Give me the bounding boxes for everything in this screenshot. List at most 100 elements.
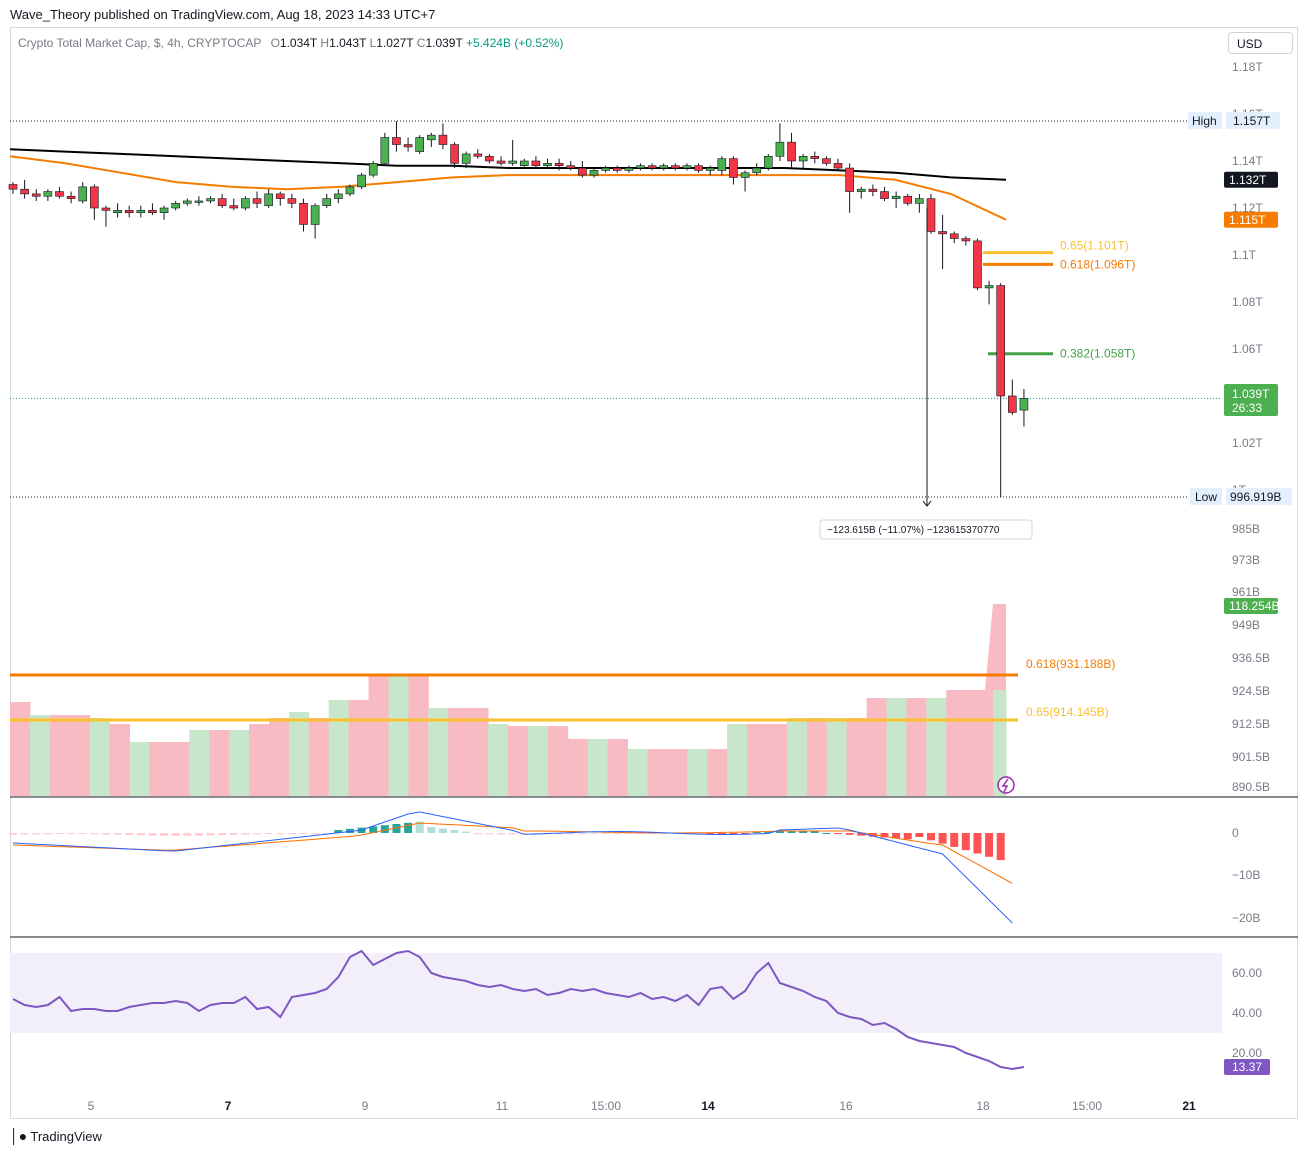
candle-body bbox=[217, 198, 227, 206]
volume-tick-label: 901.5B bbox=[1232, 750, 1270, 764]
candle-body bbox=[554, 163, 564, 167]
candle-body bbox=[519, 160, 529, 166]
macd-histogram-bar bbox=[473, 833, 482, 835]
macd-histogram-bar bbox=[985, 833, 994, 857]
macd-histogram-bar bbox=[287, 833, 296, 835]
time-axis-label: 15:00 bbox=[591, 1099, 621, 1113]
low-value: 996.919B bbox=[1230, 490, 1281, 504]
profile-bar bbox=[766, 724, 788, 796]
symbol-name[interactable]: Crypto Total Market Cap, $, 4h, CRYPTOCA… bbox=[18, 36, 262, 50]
macd-histogram-bar bbox=[961, 833, 970, 851]
candle-body bbox=[43, 191, 53, 197]
profile-bar bbox=[488, 724, 509, 796]
rsi-band bbox=[10, 953, 1222, 1033]
macd-histogram-bar bbox=[9, 833, 17, 835]
macd-histogram-bar bbox=[624, 833, 633, 834]
macd-histogram-bar bbox=[415, 821, 424, 833]
macd-histogram-bar bbox=[950, 833, 959, 847]
macd-histogram-bar bbox=[101, 833, 110, 835]
macd-histogram-bar bbox=[299, 833, 308, 835]
macd-histogram-bar bbox=[264, 833, 273, 835]
low-value-bg bbox=[1226, 488, 1292, 506]
candle-body bbox=[380, 137, 390, 164]
volume-value-badge-bg bbox=[1224, 598, 1278, 614]
profile-bar bbox=[29, 715, 51, 796]
publisher-line: Wave_Theory published on TradingView.com… bbox=[10, 7, 436, 22]
macd-histogram-bar bbox=[241, 833, 250, 835]
candle-body bbox=[124, 210, 134, 214]
macd-histogram-bar bbox=[438, 828, 447, 833]
profile-bar bbox=[149, 742, 170, 796]
candle-body bbox=[787, 141, 796, 162]
macd-histogram-bar bbox=[926, 833, 935, 841]
currency-button[interactable]: USD bbox=[1228, 32, 1293, 54]
candle-body bbox=[1019, 398, 1029, 411]
candle-body bbox=[461, 153, 471, 164]
tradingview-footer[interactable]: │● TradingView bbox=[10, 1128, 102, 1144]
macd-histogram-bar bbox=[752, 831, 761, 833]
macd-histogram-bar bbox=[485, 833, 494, 835]
profile-bar bbox=[667, 749, 688, 796]
profile-bar bbox=[687, 749, 708, 796]
profile-bar bbox=[826, 718, 848, 796]
macd-histogram-bar bbox=[380, 825, 389, 833]
ema-50-badge: 1.115T bbox=[1229, 213, 1266, 227]
profile-bar bbox=[926, 698, 947, 796]
candle-body bbox=[264, 193, 273, 206]
candle-body bbox=[345, 186, 355, 195]
candle-body bbox=[229, 205, 239, 209]
candle-body bbox=[938, 231, 947, 235]
candle-body bbox=[961, 238, 971, 242]
macd-histogram-bar bbox=[694, 833, 703, 834]
profile-bar bbox=[786, 718, 808, 796]
profile-bar bbox=[707, 749, 728, 796]
volume-value-badge: 118.254B bbox=[1229, 599, 1280, 613]
candle-body bbox=[473, 153, 483, 157]
time-axis-label: 18 bbox=[976, 1099, 990, 1113]
countdown-badge: 26:33 bbox=[1232, 401, 1262, 415]
time-axis-label: 16 bbox=[839, 1099, 853, 1113]
candle-body bbox=[578, 167, 587, 176]
profile-bar bbox=[587, 739, 609, 796]
candle-body bbox=[845, 167, 854, 192]
macd-histogram-bar bbox=[55, 833, 64, 835]
volume-tick-label: 924.5B bbox=[1232, 684, 1270, 698]
candle-body bbox=[275, 193, 285, 199]
macd-histogram-bar bbox=[404, 822, 413, 833]
fib-level-label: 0.65(1.101T) bbox=[1060, 239, 1129, 253]
candle-body bbox=[647, 165, 657, 169]
macd-histogram-bar bbox=[590, 833, 598, 835]
candle-body bbox=[717, 158, 727, 171]
candle-body bbox=[241, 198, 250, 209]
macd-histogram-bar bbox=[578, 833, 587, 835]
candle-body bbox=[136, 210, 146, 214]
candle-body bbox=[415, 137, 425, 152]
price-tick-label: 1.18T bbox=[1232, 60, 1263, 74]
candle-body bbox=[856, 188, 866, 192]
high-tag: High bbox=[1192, 114, 1217, 128]
low-label: L bbox=[369, 36, 377, 50]
profile-bar bbox=[627, 749, 648, 796]
candle-body bbox=[450, 144, 459, 164]
candle-body bbox=[368, 163, 378, 176]
profile-bar bbox=[806, 718, 828, 796]
macd-histogram-bar bbox=[125, 833, 134, 836]
macd-tick-label: 0 bbox=[1232, 826, 1239, 840]
macd-line bbox=[12, 811, 1013, 924]
candle-body bbox=[833, 163, 843, 169]
open-value: 1.034T bbox=[279, 36, 318, 50]
profile-spike-green bbox=[993, 690, 1006, 796]
candle-body bbox=[705, 167, 715, 171]
macd-histogram-bar bbox=[566, 833, 575, 835]
price-tick-label: 1.14T bbox=[1232, 154, 1263, 168]
time-axis-label: 7 bbox=[225, 1099, 232, 1113]
profile-bar bbox=[348, 700, 370, 796]
candle-body bbox=[915, 198, 924, 204]
profile-bar bbox=[209, 730, 230, 796]
volume-tick-label: 961B bbox=[1232, 585, 1260, 599]
profile-bar bbox=[368, 676, 389, 796]
macd-histogram-bar bbox=[345, 828, 354, 833]
profile-bar bbox=[508, 726, 529, 796]
high-label: H bbox=[320, 36, 330, 50]
